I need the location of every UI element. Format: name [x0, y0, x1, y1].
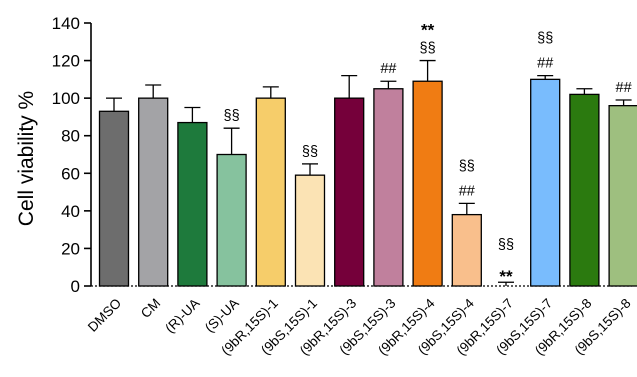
error-bars: [106, 59, 632, 286]
x-tick-label: CM: [138, 296, 163, 321]
y-tick-label: 80: [61, 127, 80, 146]
y-tick-label: 40: [61, 202, 80, 221]
bar: [530, 78, 561, 287]
significance-mark: ##: [380, 61, 396, 77]
bar: [138, 97, 169, 287]
significance-mark: ##: [459, 183, 475, 199]
bar: [177, 121, 208, 287]
y-tick-label: 120: [52, 52, 80, 71]
bars: [98, 78, 637, 287]
y-tick-label: 0: [71, 277, 80, 296]
bar: [334, 97, 365, 287]
significance-mark: **: [421, 21, 435, 40]
bar: [608, 105, 637, 287]
significance-mark: ##: [537, 56, 553, 72]
y-tick-label: 100: [52, 89, 80, 108]
bar: [373, 88, 404, 287]
significance-mark: **: [499, 267, 513, 286]
significance-annotations: §§§§##**§§§§##§§**§§####: [224, 21, 632, 287]
significance-mark: §§: [498, 237, 514, 253]
x-tick-label: (R)-UA: [162, 296, 202, 336]
bar: [412, 80, 443, 287]
bar: [569, 93, 600, 287]
bar: [451, 213, 482, 287]
y-axis: 0 20 40 60 80 100 120 140: [52, 14, 92, 296]
significance-mark: §§: [420, 41, 436, 57]
significance-mark: §§: [537, 31, 553, 47]
y-tick-label: 20: [61, 239, 80, 258]
significance-mark: §§: [224, 108, 240, 124]
x-axis: DMSO CM(R)-UA (S)-UA(9bR,15S)-1(9bS,15S)-1…: [85, 285, 634, 358]
bar: [294, 174, 326, 287]
x-tick-labels: DMSO CM(R)-UA (S)-UA(9bR,15S)-1(9bS,15S)-1…: [85, 295, 634, 358]
x-tick-label: DMSO: [85, 296, 124, 335]
significance-mark: §§: [459, 158, 475, 174]
y-ticks: 0 20 40 60 80 100 120 140: [52, 14, 91, 296]
bar: [216, 153, 247, 287]
significance-mark: §§: [302, 144, 318, 160]
y-axis-label: Cell viability %: [15, 91, 38, 226]
y-tick-label: 60: [61, 164, 80, 183]
bar: [255, 97, 286, 287]
y-tick-label: 140: [52, 14, 80, 33]
bar: [98, 110, 130, 287]
significance-mark: ##: [616, 80, 632, 96]
